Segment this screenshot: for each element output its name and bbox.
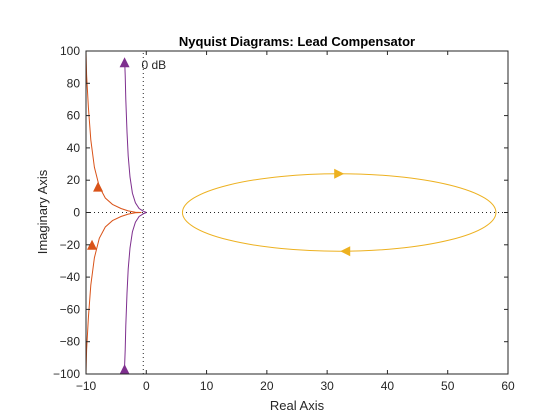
series-2-arrow [340, 246, 350, 256]
x-tick-label: 60 [501, 379, 515, 393]
x-tick-label: 30 [320, 379, 334, 393]
y-axis-ticks: −100 −80 −60 −40 −20 0 20 40 60 80 100 [53, 44, 508, 381]
y-tick-label: 60 [67, 109, 81, 123]
chart-title: Nyquist Diagrams: Lead Compensator [179, 34, 415, 49]
series-2-curve [182, 174, 495, 252]
x-axis-ticks: −10 0 10 20 30 40 50 60 [76, 51, 515, 393]
y-tick-label: 0 [73, 206, 80, 220]
y-tick-label: 80 [67, 76, 81, 90]
y-tick-label: −100 [53, 367, 80, 381]
x-tick-label: 0 [143, 379, 150, 393]
x-tick-label: −10 [76, 379, 97, 393]
zero-db-label: 0 dB [141, 58, 166, 72]
y-tick-label: 20 [67, 173, 81, 187]
x-axis-label: Real Axis [270, 398, 325, 413]
series-0-arrow [120, 364, 130, 374]
y-tick-label: 100 [60, 44, 80, 58]
series-1-upper-branch [86, 51, 142, 213]
y-tick-label: −40 [60, 270, 81, 284]
y-tick-label: −80 [60, 335, 81, 349]
x-tick-label: 10 [200, 379, 214, 393]
axes-box [86, 51, 508, 374]
x-tick-label: 50 [441, 379, 455, 393]
y-tick-label: 40 [67, 141, 81, 155]
y-tick-label: −20 [60, 238, 81, 252]
series-2-arrow [334, 169, 344, 179]
y-axis-label: Imaginary Axis [35, 169, 50, 254]
series-0-arrow [120, 57, 130, 67]
x-tick-label: 20 [260, 379, 274, 393]
series-1-arrow [93, 182, 103, 192]
y-tick-label: −60 [60, 302, 81, 316]
x-tick-label: 40 [381, 379, 395, 393]
reference-lines [86, 51, 508, 374]
series-1-lower-branch [86, 213, 142, 375]
